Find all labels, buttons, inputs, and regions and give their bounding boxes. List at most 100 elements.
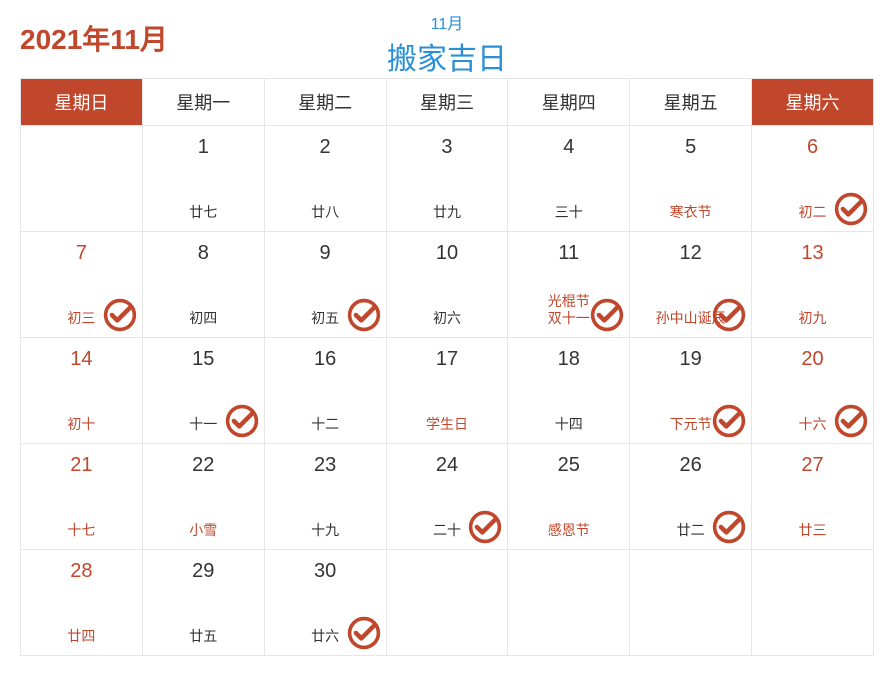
calendar-day-cell[interactable]: 29 廿五 — [142, 550, 264, 656]
calendar-day-cell[interactable]: 11光棍节 双十一 — [508, 232, 630, 338]
calendar-day-cell[interactable]: 3廿九 — [386, 126, 508, 232]
calendar-day-cell[interactable]: 26廿二 — [630, 444, 752, 550]
calendar-day-cell[interactable] — [630, 550, 752, 656]
calendar-day-cell[interactable] — [508, 550, 630, 656]
day-sub-label: 初六 — [387, 310, 508, 327]
calendar-week-row: 21十七 22 小雪 23 十九24二十 25 感恩节26廿二 27 廿三 — [21, 444, 874, 550]
day-sub-label: 廿三 — [752, 522, 873, 539]
day-sub-label: 十四 — [508, 416, 629, 433]
day-number: 1 — [151, 136, 256, 159]
lucky-day-icon — [833, 403, 869, 439]
calendar-day-cell[interactable]: 5 寒衣节 — [630, 126, 752, 232]
day-sub-label: 感恩节 — [508, 522, 629, 539]
weekday-header: 星期二 — [264, 79, 386, 126]
day-number: 4 — [516, 136, 621, 159]
day-number: 15 — [151, 348, 256, 371]
calendar-day-cell[interactable]: 22 小雪 — [142, 444, 264, 550]
calendar-header: 2021年11月 11月 搬家吉日 — [20, 10, 874, 70]
calendar-week-row: 28廿四 29 廿五30廿六 — [21, 550, 874, 656]
day-sub-label: 十二 — [265, 416, 386, 433]
weekday-header-row: 星期日星期一星期二星期三星期四星期五星期六 — [21, 79, 874, 126]
calendar-day-cell[interactable]: 27 廿三 — [752, 444, 874, 550]
day-number: 8 — [151, 242, 256, 265]
calendar-day-cell[interactable]: 17学生日 — [386, 338, 508, 444]
lucky-day-icon — [711, 297, 747, 333]
day-number: 25 — [516, 454, 621, 477]
calendar-day-cell[interactable]: 18 十四 — [508, 338, 630, 444]
calendar-day-cell[interactable]: 19下元节 — [630, 338, 752, 444]
calendar-day-cell[interactable]: 20十六 — [752, 338, 874, 444]
day-number: 20 — [760, 348, 865, 371]
weekday-header: 星期日 — [21, 79, 143, 126]
day-sub-label: 初九 — [752, 310, 873, 327]
day-number: 12 — [638, 242, 743, 265]
day-sub-label: 学生日 — [387, 416, 508, 433]
lucky-day-icon — [346, 615, 382, 651]
day-number: 3 — [395, 136, 500, 159]
day-number: 18 — [516, 348, 621, 371]
day-number: 26 — [638, 454, 743, 477]
calendar-day-cell[interactable]: 8 初四 — [142, 232, 264, 338]
weekday-header: 星期六 — [752, 79, 874, 126]
day-sub-label: 廿五 — [143, 628, 264, 645]
calendar-day-cell[interactable]: 6初二 — [752, 126, 874, 232]
calendar-day-cell[interactable] — [752, 550, 874, 656]
calendar-day-cell[interactable]: 28廿四 — [21, 550, 143, 656]
lucky-day-icon — [711, 509, 747, 545]
weekday-header: 星期一 — [142, 79, 264, 126]
calendar-week-row: 1廿七 2 廿八3廿九 4 三十 5 寒衣节6初二 — [21, 126, 874, 232]
calendar-day-cell[interactable] — [21, 126, 143, 232]
day-sub-label: 寒衣节 — [630, 204, 751, 221]
day-sub-label: 十九 — [265, 522, 386, 539]
day-sub-label: 小雪 — [143, 522, 264, 539]
weekday-header: 星期四 — [508, 79, 630, 126]
calendar-day-cell[interactable] — [386, 550, 508, 656]
day-sub-label: 廿八 — [265, 204, 386, 221]
calendar-day-cell[interactable]: 24二十 — [386, 444, 508, 550]
lucky-day-icon — [833, 191, 869, 227]
calendar-day-cell[interactable]: 21十七 — [21, 444, 143, 550]
calendar-day-cell[interactable]: 4 三十 — [508, 126, 630, 232]
calendar-day-cell[interactable]: 16十二 — [264, 338, 386, 444]
calendar-day-cell[interactable]: 23 十九 — [264, 444, 386, 550]
day-number: 14 — [29, 348, 134, 371]
calendar-title: 11月 搬家吉日 — [387, 10, 507, 78]
calendar-day-cell[interactable]: 14 初十 — [21, 338, 143, 444]
calendar-day-cell[interactable]: 15十一 — [142, 338, 264, 444]
weekday-header: 星期五 — [630, 79, 752, 126]
day-number: 19 — [638, 348, 743, 371]
calendar-day-cell[interactable]: 1廿七 — [142, 126, 264, 232]
day-number: 22 — [151, 454, 256, 477]
calendar-day-cell[interactable]: 7初三 — [21, 232, 143, 338]
day-number: 21 — [29, 454, 134, 477]
lucky-day-icon — [711, 403, 747, 439]
lucky-day-icon — [102, 297, 138, 333]
day-number: 7 — [29, 242, 134, 265]
calendar-week-row: 14 初十15十一 16十二17学生日 18 十四19下元节 20十六 — [21, 338, 874, 444]
day-sub-label: 三十 — [508, 204, 629, 221]
calendar-day-cell[interactable]: 13初九 — [752, 232, 874, 338]
calendar-day-cell[interactable]: 25 感恩节 — [508, 444, 630, 550]
calendar-day-cell[interactable]: 10 初六 — [386, 232, 508, 338]
day-number: 23 — [273, 454, 378, 477]
calendar-day-cell[interactable]: 12孙中山诞辰 — [630, 232, 752, 338]
title-sub: 11月 — [387, 10, 507, 34]
lucky-day-icon — [589, 297, 625, 333]
calendar-day-cell[interactable]: 2 廿八 — [264, 126, 386, 232]
calendar-day-cell[interactable]: 9初五 — [264, 232, 386, 338]
day-number: 5 — [638, 136, 743, 159]
day-number: 2 — [273, 136, 378, 159]
title-main: 搬家吉日 — [387, 34, 507, 78]
day-number: 29 — [151, 560, 256, 583]
weekday-header: 星期三 — [386, 79, 508, 126]
day-number: 27 — [760, 454, 865, 477]
calendar-day-cell[interactable]: 30廿六 — [264, 550, 386, 656]
day-sub-label: 初十 — [21, 416, 142, 433]
calendar-week-row: 7初三 8 初四9初五 10 初六11光棍节 双十一 12孙中山诞辰 13初九 — [21, 232, 874, 338]
day-number: 24 — [395, 454, 500, 477]
day-sub-label: 廿四 — [21, 628, 142, 645]
day-number: 10 — [395, 242, 500, 265]
lucky-day-icon — [224, 403, 260, 439]
lucky-day-icon — [467, 509, 503, 545]
day-sub-label: 初四 — [143, 310, 264, 327]
